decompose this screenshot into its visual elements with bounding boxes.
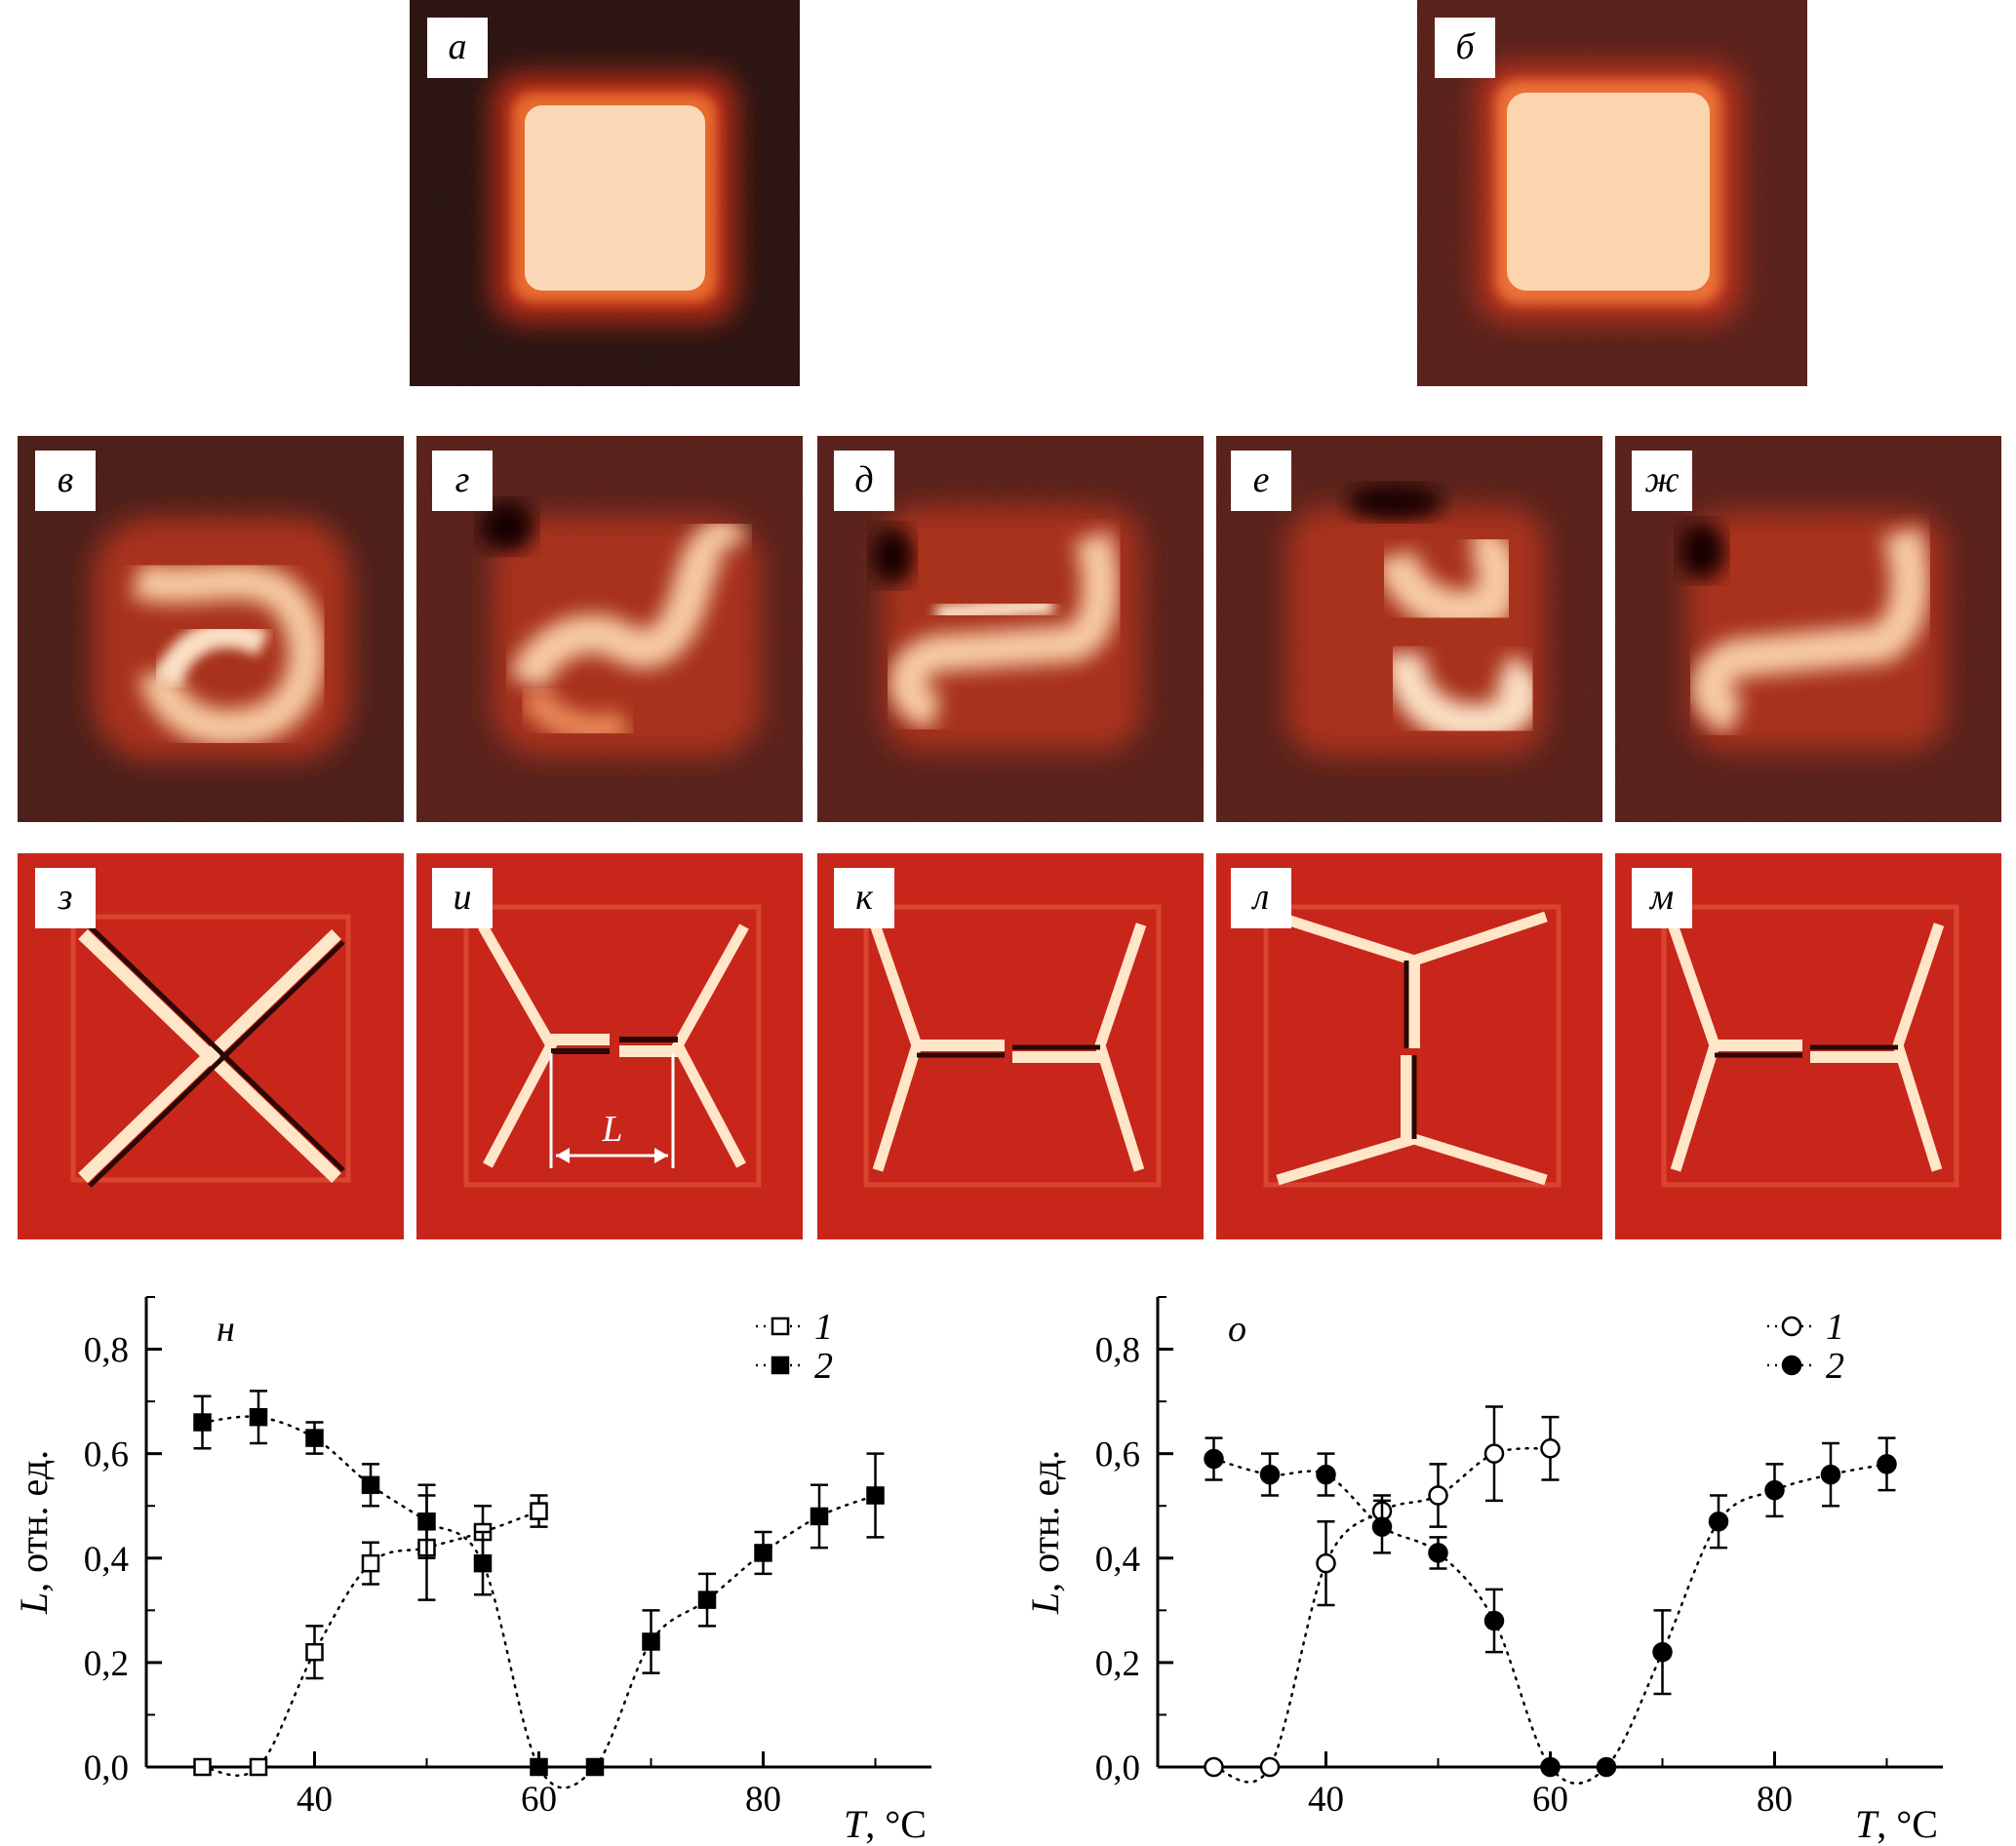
- chart-1-ylabel-unit: , отн. ед.: [1023, 1450, 1067, 1592]
- chart-1-series-2-point: [1371, 1516, 1393, 1537]
- chart-1-series-2-point: [1540, 1756, 1561, 1778]
- chart-0-series-1-point: [193, 1757, 212, 1777]
- chart-0-series-2-point: [810, 1507, 829, 1526]
- chart-n: 0,0 0,2 0,4 0,6 0,8 40 60 80 T, °C L, отн. ед. н 12: [12, 1296, 931, 1846]
- panel-label-e: е: [1253, 459, 1270, 500]
- panel-m: [1615, 853, 2001, 1239]
- chart-0-xtick-label: 60: [521, 1780, 557, 1820]
- chart-0-panel-label: н: [217, 1309, 235, 1350]
- chart-0-series-2-point: [249, 1407, 268, 1427]
- chart-1-series-2-point: [1708, 1512, 1729, 1532]
- chart-0-ylabel-var: L: [12, 1592, 56, 1615]
- chart-0-series-1-point: [530, 1502, 548, 1520]
- chart-0-series-2-point: [305, 1429, 324, 1447]
- chart-0-xtick-label: 40: [296, 1780, 333, 1820]
- panel-label-k: к: [855, 877, 874, 918]
- chart-1-series-2-point: [1483, 1610, 1505, 1631]
- chart-1-legend-1-marker: [1781, 1316, 1802, 1337]
- chart-0-ytick-label: 0,6: [84, 1435, 129, 1475]
- chart-1-series-1-point: [1316, 1552, 1336, 1574]
- chart-1-series-2-point: [1596, 1756, 1617, 1778]
- chart-0-legend-1-marker: [771, 1316, 790, 1336]
- chart-1-ylabel-var: L: [1023, 1592, 1067, 1615]
- chart-0-xlabel: T, °C: [844, 1802, 927, 1846]
- chart-0-series-2-line: [201, 1415, 877, 1789]
- panel-label-b: б: [1455, 26, 1476, 67]
- chart-0-ytick-label: 0,2: [84, 1644, 129, 1684]
- chart-1-ytick-label: 0,4: [1095, 1540, 1140, 1580]
- chart-1-series-2-point: [1428, 1543, 1448, 1563]
- chart-0-xlabel-unit: , °C: [865, 1802, 927, 1846]
- chart-1-series-2-line: [1212, 1457, 1888, 1785]
- panel-label-a: а: [449, 26, 467, 67]
- panel-v: [18, 436, 404, 822]
- chart-1-ylabel: L, отн. ед.: [1023, 1450, 1067, 1615]
- chart-0-series-2-point: [473, 1553, 493, 1573]
- chart-1-ytick-label: 0,8: [1095, 1331, 1140, 1371]
- chart-0-series-1-point: [305, 1642, 324, 1662]
- chart-0-ylabel-unit: , отн. ед.: [12, 1450, 56, 1592]
- panel-label-l: л: [1251, 877, 1270, 918]
- chart-1-series-2-point: [1259, 1464, 1281, 1485]
- chart-0-xtick-label: 80: [745, 1780, 781, 1820]
- chart-1-xtick-label: 60: [1532, 1780, 1568, 1820]
- chart-0-series-2-point: [530, 1757, 548, 1777]
- chart-o: 0,0 0,2 0,4 0,6 0,8 40 60 80 T, °C L, отн. ед. о 12: [1023, 1296, 1943, 1846]
- panel-label-m: м: [1648, 877, 1674, 918]
- chart-0-series-2-point: [417, 1512, 436, 1531]
- chart-0-series-1-point: [361, 1553, 380, 1573]
- chart-0-series-2-point: [754, 1544, 772, 1562]
- chart-1-series-2-point: [1316, 1464, 1336, 1485]
- chart-1-legend-2-label: 2: [1826, 1346, 1844, 1387]
- chart-1-series-1-point: [1259, 1756, 1281, 1778]
- panel-d: [817, 436, 1204, 822]
- chart-1-series-1-point: [1204, 1756, 1224, 1778]
- panel-label-v: в: [58, 459, 74, 500]
- chart-1-series-2-point: [1877, 1454, 1897, 1474]
- panel-z: [18, 853, 404, 1239]
- chart-1-xlabel: T, °C: [1855, 1802, 1938, 1846]
- chart-1-legend-1-label: 1: [1826, 1307, 1844, 1348]
- chart-0-ylabel: L, отн. ед.: [12, 1450, 56, 1615]
- chart-1-xtick-label: 80: [1757, 1780, 1793, 1820]
- chart-0-legend-2-label: 2: [814, 1346, 833, 1387]
- chart-0-series-1-point: [249, 1757, 268, 1777]
- chart-1-series-2-point: [1820, 1464, 1841, 1485]
- chart-1-panel-label: о: [1228, 1309, 1246, 1350]
- chart-1-xtick-label: 40: [1308, 1780, 1344, 1820]
- chart-0-ytick-label: 0,8: [84, 1331, 129, 1371]
- chart-1-series-2-point: [1204, 1448, 1224, 1470]
- panel-label-z: з: [58, 877, 73, 918]
- chart-0-xlabel-var: T: [844, 1802, 868, 1846]
- panel-labels: а б в г д е ж з и к л м: [35, 18, 1692, 928]
- chart-1-ytick-label: 0,0: [1095, 1748, 1140, 1788]
- panel-label-i: и: [454, 877, 472, 918]
- chart-0-series-2-point: [361, 1475, 380, 1495]
- chart-0-series-1-line: [201, 1510, 540, 1777]
- chart-0-ytick-label: 0,0: [84, 1748, 129, 1788]
- panel-label-zh: ж: [1644, 459, 1679, 500]
- chart-1-ytick-label: 0,6: [1095, 1435, 1140, 1475]
- chart-1-series-2-point: [1764, 1479, 1785, 1501]
- chart-1-series-1-point: [1540, 1438, 1561, 1459]
- chart-1-xlabel-var: T: [1855, 1802, 1879, 1846]
- chart-0-legend-1-label: 1: [814, 1307, 833, 1348]
- chart-1-xlabel-unit: , °C: [1877, 1802, 1938, 1846]
- chart-1-series-1-point: [1483, 1443, 1505, 1464]
- chart-1-ytick-label: 0,2: [1095, 1644, 1140, 1684]
- panel-label-d: д: [854, 459, 873, 500]
- chart-1-legend-2-marker: [1781, 1355, 1802, 1376]
- chart-1-series-1-point: [1428, 1485, 1448, 1506]
- scale-label-L: L: [601, 1109, 622, 1150]
- chart-0-series-2-point: [193, 1413, 212, 1432]
- panel-label-g: г: [455, 459, 470, 500]
- chart-0-series-2-point: [866, 1486, 885, 1505]
- chart-0-series-2-point: [642, 1632, 660, 1651]
- chart-1-series-2-point: [1652, 1641, 1673, 1663]
- chart-0-series-2-point: [585, 1757, 605, 1777]
- chart-0-series-2-point: [697, 1591, 717, 1609]
- chart-0-ytick-label: 0,4: [84, 1540, 129, 1580]
- chart-0-legend-2-marker: [771, 1355, 790, 1375]
